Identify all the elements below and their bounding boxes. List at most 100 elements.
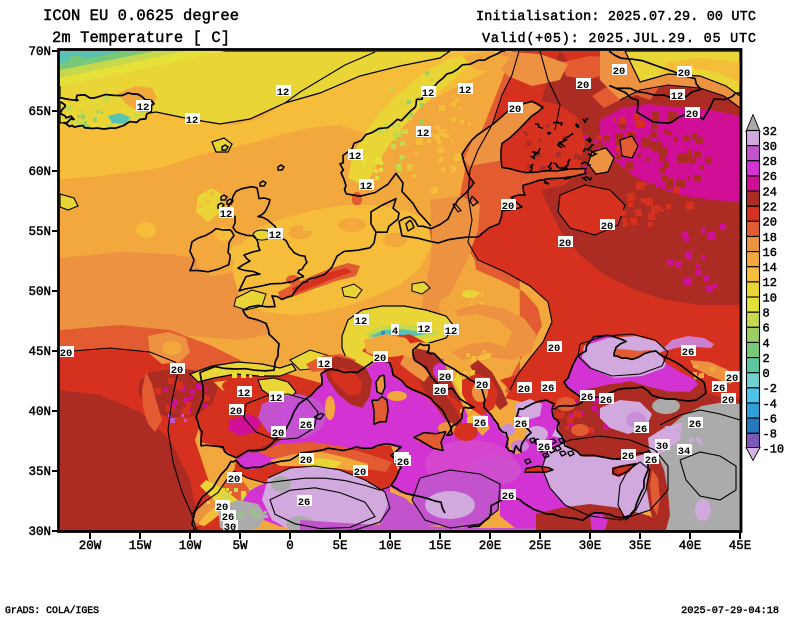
- svg-text:16: 16: [763, 246, 777, 260]
- svg-text:30: 30: [763, 140, 777, 154]
- svg-text:18: 18: [763, 231, 777, 245]
- svg-text:0: 0: [763, 367, 770, 381]
- svg-text:26: 26: [713, 383, 726, 395]
- svg-text:ICON EU 0.0625 degree: ICON EU 0.0625 degree: [43, 7, 239, 25]
- svg-text:26: 26: [763, 170, 777, 184]
- svg-text:20: 20: [509, 104, 522, 116]
- svg-text:20: 20: [230, 406, 243, 418]
- svg-text:26: 26: [300, 420, 313, 432]
- svg-text:26: 26: [689, 419, 702, 431]
- svg-text:2025-07-29-04:18: 2025-07-29-04:18: [681, 606, 779, 617]
- svg-text:20: 20: [613, 66, 626, 78]
- svg-text:26: 26: [581, 392, 594, 404]
- svg-text:26: 26: [682, 347, 695, 359]
- svg-text:20: 20: [678, 68, 691, 80]
- svg-text:-6: -6: [763, 413, 777, 427]
- svg-text:12: 12: [277, 87, 290, 99]
- svg-text:12: 12: [355, 316, 368, 328]
- svg-text:20: 20: [272, 428, 285, 440]
- svg-text:10: 10: [763, 291, 777, 305]
- svg-text:-10: -10: [763, 443, 785, 457]
- svg-text:20: 20: [502, 201, 515, 213]
- svg-text:12: 12: [186, 115, 199, 127]
- svg-text:Valid(+05): 2025.JUL.29. 05 UT: Valid(+05): 2025.JUL.29. 05 UTC: [482, 32, 756, 47]
- svg-text:55N: 55N: [28, 225, 51, 239]
- svg-text:2: 2: [763, 352, 770, 366]
- svg-text:26: 26: [622, 451, 635, 463]
- svg-text:20: 20: [439, 372, 452, 384]
- svg-text:20E: 20E: [479, 539, 502, 553]
- svg-text:60N: 60N: [28, 165, 51, 179]
- svg-text:26: 26: [645, 455, 658, 467]
- svg-text:12: 12: [270, 393, 283, 405]
- svg-text:6: 6: [763, 322, 770, 336]
- svg-text:12: 12: [671, 91, 684, 103]
- svg-text:-8: -8: [763, 428, 777, 442]
- svg-text:20W: 20W: [79, 539, 102, 553]
- svg-text:12: 12: [360, 181, 373, 193]
- svg-text:26: 26: [635, 424, 648, 436]
- svg-text:32: 32: [763, 125, 777, 139]
- svg-text:5E: 5E: [332, 539, 347, 553]
- svg-text:35N: 35N: [28, 465, 51, 479]
- svg-text:20: 20: [559, 238, 572, 250]
- svg-text:70N: 70N: [28, 45, 51, 59]
- svg-text:20: 20: [548, 343, 561, 355]
- svg-text:12: 12: [238, 388, 251, 400]
- svg-text:14: 14: [763, 261, 777, 275]
- svg-text:0: 0: [286, 539, 294, 553]
- svg-text:20: 20: [763, 216, 777, 230]
- svg-text:20: 20: [354, 467, 367, 479]
- svg-text:20: 20: [601, 221, 614, 233]
- svg-text:8: 8: [763, 307, 770, 321]
- svg-text:12: 12: [318, 359, 331, 371]
- svg-text:22: 22: [763, 201, 777, 215]
- svg-text:4: 4: [392, 326, 398, 338]
- svg-text:26: 26: [474, 418, 487, 430]
- svg-text:50N: 50N: [28, 285, 51, 299]
- svg-text:12: 12: [417, 128, 430, 140]
- svg-text:30N: 30N: [28, 525, 51, 539]
- svg-text:25E: 25E: [529, 539, 552, 553]
- svg-text:30E: 30E: [579, 539, 602, 553]
- svg-text:12: 12: [349, 151, 362, 163]
- svg-text:20: 20: [228, 474, 241, 486]
- svg-text:20: 20: [300, 455, 313, 467]
- svg-text:10E: 10E: [379, 539, 402, 553]
- svg-text:26: 26: [397, 457, 410, 469]
- svg-text:10W: 10W: [179, 539, 202, 553]
- svg-text:40E: 40E: [679, 539, 702, 553]
- svg-text:26: 26: [502, 491, 515, 503]
- svg-text:20: 20: [374, 353, 387, 365]
- svg-text:-2: -2: [763, 382, 777, 396]
- svg-text:12: 12: [269, 230, 282, 242]
- svg-text:12: 12: [422, 88, 435, 100]
- svg-text:2m Temperature [ C]: 2m Temperature [ C]: [52, 29, 230, 47]
- svg-text:15E: 15E: [429, 539, 452, 553]
- svg-text:28: 28: [763, 155, 777, 169]
- svg-text:12: 12: [445, 326, 458, 338]
- svg-text:Initialisation: 2025.07.29. 00: Initialisation: 2025.07.29. 00 UTC: [476, 10, 756, 25]
- svg-text:4: 4: [763, 337, 770, 351]
- svg-text:34: 34: [678, 446, 691, 458]
- svg-text:12: 12: [418, 324, 431, 336]
- svg-text:26: 26: [538, 442, 551, 454]
- svg-text:12: 12: [763, 276, 777, 290]
- svg-text:20: 20: [171, 365, 184, 377]
- svg-text:15W: 15W: [129, 539, 152, 553]
- svg-text:12: 12: [220, 209, 233, 221]
- svg-text:20: 20: [476, 380, 489, 392]
- svg-text:20: 20: [434, 386, 447, 398]
- svg-text:35E: 35E: [629, 539, 652, 553]
- svg-text:20: 20: [686, 109, 699, 121]
- svg-text:GrADS: COLA/IGES: GrADS: COLA/IGES: [5, 605, 99, 616]
- svg-text:26: 26: [600, 395, 613, 407]
- svg-text:12: 12: [459, 85, 472, 97]
- svg-text:12: 12: [137, 102, 150, 114]
- svg-text:20: 20: [60, 348, 73, 360]
- svg-text:20: 20: [722, 395, 735, 407]
- svg-text:26: 26: [515, 419, 528, 431]
- svg-text:24: 24: [763, 185, 777, 199]
- svg-text:30: 30: [224, 522, 237, 534]
- svg-text:30: 30: [656, 441, 669, 453]
